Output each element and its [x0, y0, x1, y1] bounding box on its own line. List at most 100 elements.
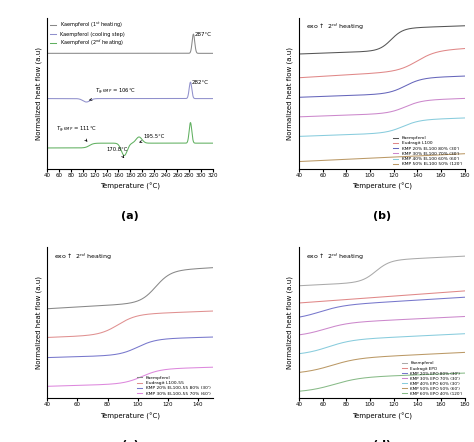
- KMP 40% EPO 60% (30'): [410, 334, 416, 339]
- KMP 40% EL100 60% (60'): [425, 117, 431, 122]
- Eudragit L100-55: [145, 312, 151, 317]
- KMP 50% EPO 50% (60'): [425, 351, 431, 357]
- KMP 30% EL100-55 70% (60'): [141, 373, 146, 378]
- KMP 20% EPO 80% (30'): [369, 301, 375, 306]
- KMP 50% EL100 50% (120'): [410, 153, 416, 159]
- KMP 60% EPO 40% (120'): [428, 372, 434, 377]
- Y-axis label: Normalized heat flow (a.u): Normalized heat flow (a.u): [36, 46, 42, 140]
- Kaempferol: [363, 275, 369, 281]
- Legend: Kaempferol (1$^{st}$ heating), Kaempferol (cooling step), Kaempferol (2$^{nd}$ h: Kaempferol (1$^{st}$ heating), Kaempfero…: [50, 20, 125, 48]
- Eudragit EPO: [462, 288, 467, 293]
- KMP 20% EPO 80% (30'): [425, 297, 431, 302]
- Eudragit L100-55: [141, 312, 146, 317]
- KMP 50% EL100 50% (120'): [428, 152, 434, 158]
- KMP 50% EPO 50% (60'): [313, 367, 319, 372]
- Kaempferol: [410, 26, 416, 31]
- Kaempferol (2nd heating): [73, 145, 79, 151]
- KMP 30% EL100-55 70% (60'): [145, 371, 151, 377]
- Eudragit L100: [363, 71, 369, 76]
- KMP 20% EPO 80% (30'): [462, 294, 467, 300]
- Text: 195.5°C: 195.5°C: [140, 134, 165, 142]
- Eudragit EPO: [428, 291, 434, 296]
- Y-axis label: Normalized heat flow (a.u): Normalized heat flow (a.u): [287, 46, 293, 140]
- KMP 30% EPO 70% (30'): [410, 316, 416, 322]
- Eudragit EPO: [296, 300, 302, 305]
- KMP 20% EL100-55 80% (30'): [145, 340, 151, 345]
- Kaempferol (1st heating): [115, 51, 121, 56]
- Kaempferol (1st heating): [45, 51, 50, 56]
- Text: 287°C: 287°C: [195, 32, 211, 37]
- Text: (b): (b): [373, 211, 391, 221]
- Kaempferol: [296, 51, 302, 57]
- Y-axis label: Normalized heat flow (a.u): Normalized heat flow (a.u): [36, 276, 42, 369]
- KMP 50% EPO 50% (60'): [363, 355, 369, 361]
- Kaempferol (2nd heating): [189, 130, 195, 135]
- KMP 20% EL100 80% (30'): [296, 95, 302, 100]
- KMP 50% EL100 50% (120'): [462, 151, 467, 156]
- KMP 40% EPO 60% (30'): [428, 333, 434, 338]
- KMP 20% EPO 80% (30'): [313, 310, 319, 316]
- Kaempferol (2nd heating): [108, 141, 114, 146]
- Kaempferol (cooling step): [115, 96, 121, 101]
- Line: KMP 20% EL100-55 80% (30'): KMP 20% EL100-55 80% (30'): [47, 337, 213, 358]
- Line: Eudragit L100-55: Eudragit L100-55: [47, 311, 213, 337]
- Legend: Kaempferol, Eudragit EPO, KMP 20% EPO 80% (30'), KMP 30% EPO 70% (30'), KMP 40% : Kaempferol, Eudragit EPO, KMP 20% EPO 80…: [402, 362, 463, 396]
- Kaempferol (cooling step): [210, 96, 216, 101]
- KMP 60% EPO 40% (120'): [296, 389, 302, 394]
- Line: Kaempferol (1st heating): Kaempferol (1st heating): [47, 34, 213, 53]
- KMP 20% EL100 80% (30'): [425, 76, 431, 81]
- Kaempferol (2nd heating): [210, 141, 216, 146]
- KMP 30% EL100 70% (30'): [363, 112, 369, 117]
- Kaempferol (2nd heating): [115, 142, 121, 147]
- Kaempferol: [141, 295, 146, 301]
- Line: Kaempferol: Kaempferol: [299, 256, 465, 286]
- Kaempferol: [313, 51, 319, 56]
- KMP 30% EL100-55 70% (60'): [210, 365, 216, 370]
- Kaempferol: [410, 256, 416, 262]
- Kaempferol (cooling step): [73, 96, 79, 101]
- KMP 30% EL100 70% (30'): [428, 98, 434, 103]
- KMP 60% EPO 40% (120'): [363, 375, 369, 381]
- Line: KMP 20% EPO 80% (30'): KMP 20% EPO 80% (30'): [299, 297, 465, 317]
- Kaempferol (2nd heating): [64, 145, 69, 151]
- KMP 30% EPO 70% (30'): [369, 319, 375, 324]
- KMP 30% EL100-55 70% (60'): [170, 366, 176, 371]
- Kaempferol: [45, 306, 50, 311]
- KMP 30% EPO 70% (30'): [462, 314, 467, 319]
- Kaempferol: [296, 283, 302, 288]
- Kaempferol: [428, 255, 434, 260]
- Eudragit EPO: [363, 295, 369, 301]
- Kaempferol (1st heating): [108, 51, 114, 56]
- KMP 40% EL100 60% (60'): [462, 115, 467, 121]
- Kaempferol: [210, 265, 216, 271]
- KMP 50% EPO 50% (60'): [369, 355, 375, 360]
- Kaempferol (cooling step): [45, 96, 50, 101]
- Text: exo$\uparrow$ 2$^{nd}$ heating: exo$\uparrow$ 2$^{nd}$ heating: [306, 22, 364, 32]
- KMP 20% EL100-55 80% (30'): [187, 335, 193, 340]
- KMP 50% EL100 50% (120'): [425, 153, 431, 158]
- Line: KMP 30% EL100-55 70% (60'): KMP 30% EL100-55 70% (60'): [47, 367, 213, 386]
- Eudragit L100-55: [210, 309, 216, 314]
- Eudragit L100-55: [170, 310, 176, 315]
- Eudragit L100: [410, 61, 416, 66]
- KMP 40% EL100 60% (60'): [369, 131, 375, 136]
- KMP 30% EL100 70% (30'): [313, 114, 319, 119]
- KMP 30% EPO 70% (30'): [296, 332, 302, 338]
- Kaempferol (cooling step): [64, 96, 69, 101]
- KMP 20% EPO 80% (30'): [363, 301, 369, 306]
- KMP 20% EPO 80% (30'): [296, 315, 302, 320]
- Line: Eudragit EPO: Eudragit EPO: [299, 291, 465, 303]
- Kaempferol: [369, 48, 375, 53]
- Kaempferol: [462, 23, 467, 28]
- Eudragit EPO: [410, 292, 416, 297]
- KMP 20% EL100 80% (30'): [428, 75, 434, 80]
- Kaempferol: [428, 24, 434, 30]
- KMP 50% EPO 50% (60'): [462, 350, 467, 355]
- Legend: Kaempferol, Eudragit L100-55, KMP 20% EL100-55 80% (30'), KMP 30% EL100-55 70% (: Kaempferol, Eudragit L100-55, KMP 20% EL…: [137, 376, 211, 396]
- KMP 30% EL100-55 70% (60'): [187, 365, 193, 370]
- Line: Kaempferol: Kaempferol: [47, 268, 213, 309]
- KMP 40% EPO 60% (30'): [296, 351, 302, 356]
- KMP 50% EPO 50% (60'): [428, 351, 434, 357]
- KMP 20% EL100-55 80% (30'): [45, 355, 50, 360]
- Eudragit EPO: [425, 291, 431, 296]
